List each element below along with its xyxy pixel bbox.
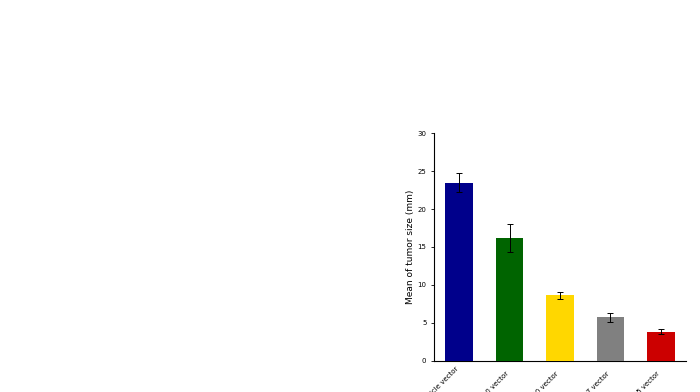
Bar — [647, 332, 675, 361]
Bar — [445, 183, 473, 361]
Y-axis label: Mean of tumor size (mm): Mean of tumor size (mm) — [405, 190, 414, 304]
Bar — [496, 238, 524, 361]
Bar — [596, 318, 624, 361]
Bar — [546, 296, 574, 361]
